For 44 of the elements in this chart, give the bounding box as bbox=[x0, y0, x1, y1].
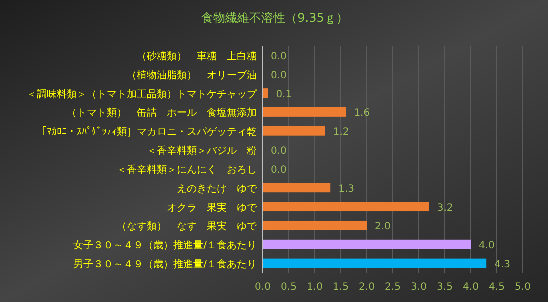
x-tick-label: 2.5 bbox=[385, 282, 401, 293]
x-tick-label: 0.5 bbox=[281, 282, 297, 293]
y-tick-label: ＜香辛料類＞バジル 粉 bbox=[147, 145, 257, 158]
bar bbox=[263, 88, 268, 98]
y-tick-label: 女子３０～４９（歳）推進量/１食あたり bbox=[74, 240, 257, 252]
y-tick-label: えのきたけ ゆで bbox=[177, 184, 258, 195]
bar bbox=[263, 126, 326, 136]
bar bbox=[263, 202, 430, 212]
bar bbox=[263, 220, 367, 230]
bar bbox=[263, 107, 346, 117]
y-tick-label: （砂糖類） 車糖 上白糖 bbox=[137, 50, 257, 62]
y-tick-label: （トマト類） 缶詰 ホール 食塩無添加 bbox=[67, 107, 257, 120]
x-tick-label: 0.0 bbox=[255, 282, 271, 293]
x-tick-label: 1.5 bbox=[333, 282, 349, 293]
data-label: 1.3 bbox=[338, 184, 355, 195]
x-tick-label: 3.0 bbox=[411, 282, 427, 293]
y-tick-label: （なす類） なす 果実 ゆで bbox=[117, 220, 258, 233]
chart-title: 食物繊維不溶性（9.35ｇ） bbox=[202, 11, 348, 25]
bar bbox=[263, 240, 471, 250]
bar bbox=[263, 258, 487, 268]
x-tick-label: 4.5 bbox=[489, 282, 505, 293]
data-label: 3.2 bbox=[437, 202, 454, 214]
y-tick-label: ＜調味料類＞（トマト加工品類）トマトケチャップ bbox=[27, 88, 258, 100]
data-label: 0.1 bbox=[276, 89, 292, 100]
bar bbox=[263, 183, 331, 193]
x-tick-label: 5.0 bbox=[515, 282, 531, 293]
x-tick-label: 4.0 bbox=[463, 282, 479, 293]
y-tick-label: ［ﾏｶﾛﾆ・ｽﾊﾟｹﾞｯﾃｨ類］マカロニ・スパゲッティ乾 bbox=[37, 126, 257, 138]
y-tick-label: 男子３０～４９（歳）推進量/１食あたり bbox=[74, 258, 257, 271]
y-tick-label: （植物油脂類） オリーブ油 bbox=[127, 69, 257, 82]
data-label: 4.3 bbox=[494, 260, 511, 271]
data-label: 0.0 bbox=[271, 146, 287, 158]
data-label: 1.6 bbox=[354, 108, 370, 120]
data-label: 0.0 bbox=[271, 164, 287, 176]
data-label: 2.0 bbox=[375, 222, 391, 233]
x-tick-label: 1.0 bbox=[307, 282, 323, 293]
x-tick-label: 2.0 bbox=[359, 282, 375, 293]
y-tick-label: オクラ 果実 ゆで bbox=[167, 202, 258, 214]
y-tick-label: ＜香辛料類＞にんにく おろし bbox=[117, 164, 257, 176]
x-tick-label: 3.5 bbox=[437, 282, 453, 293]
data-label: 0.0 bbox=[271, 70, 287, 82]
data-label: 4.0 bbox=[479, 240, 495, 252]
data-label: 1.2 bbox=[333, 127, 350, 138]
data-label: 0.0 bbox=[271, 51, 287, 62]
